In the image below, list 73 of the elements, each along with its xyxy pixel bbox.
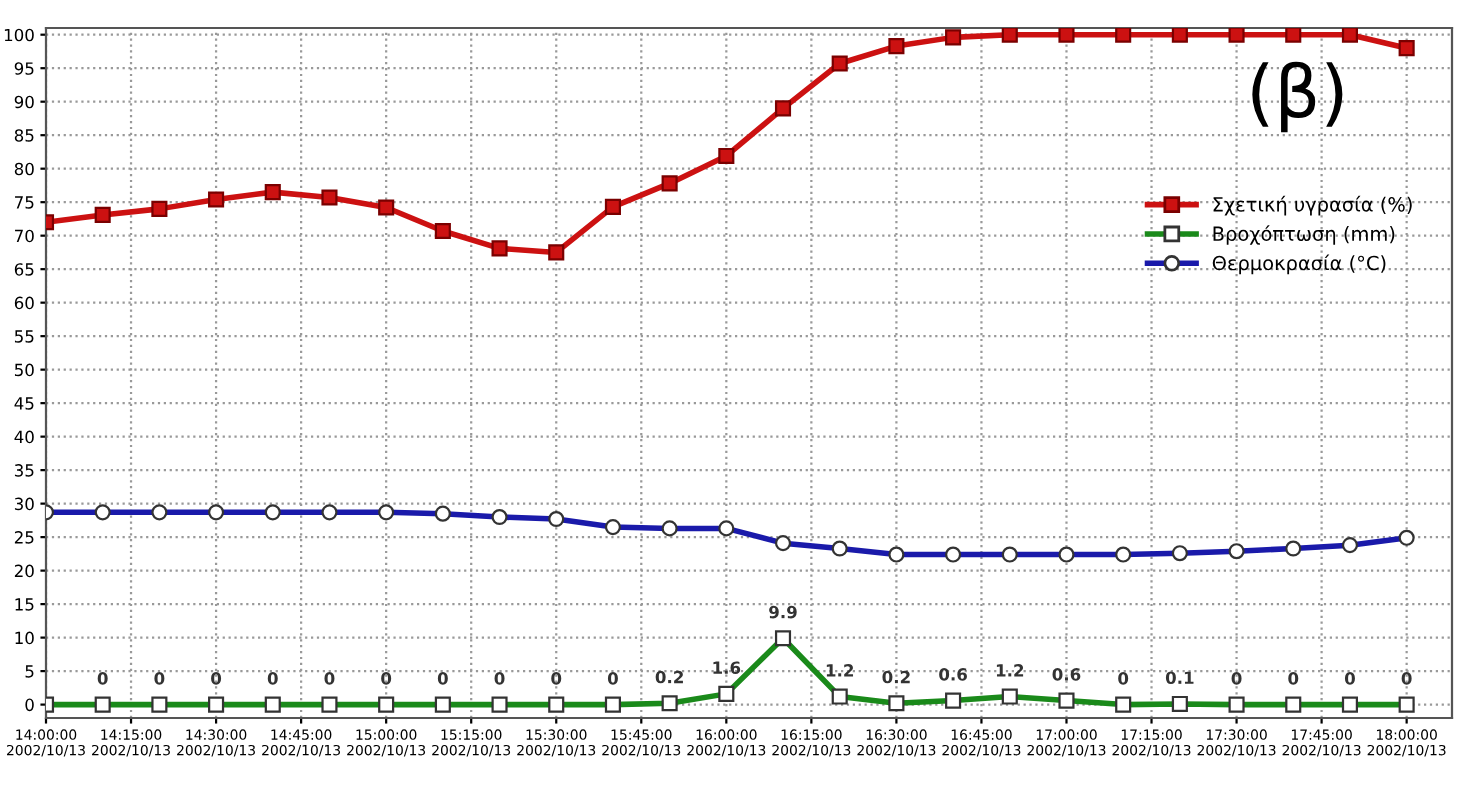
point (888, 38, 905, 55)
point (321, 189, 338, 206)
data-label: 0 (211, 672, 222, 685)
point (1398, 40, 1415, 57)
y-tick-label: 35 (14, 464, 34, 477)
point (718, 147, 735, 165)
point (661, 175, 678, 192)
data-label: 0 (1231, 672, 1242, 685)
data-label: 1.2 (826, 664, 854, 677)
y-tick-label: 10 (15, 631, 34, 645)
data-label: 0 (267, 672, 278, 685)
point (264, 184, 281, 201)
y-tick-label: 50 (14, 363, 34, 377)
y-tick-label: 45 (14, 397, 34, 410)
data-label: 0 (1344, 672, 1355, 685)
y-tick-label: 75 (15, 196, 34, 209)
y-tick-label: 85 (14, 129, 34, 142)
data-label: 9.9 (769, 605, 797, 619)
data-label: 0 (1118, 672, 1129, 685)
y-tick-label: 100 (4, 28, 34, 42)
y-tick-label: 65 (14, 263, 34, 276)
y-tick-label: 55 (14, 330, 34, 343)
point (94, 206, 111, 223)
y-tick-label: 40 (14, 430, 34, 444)
legend-label: Σχετική υγρασία (%) (1213, 195, 1412, 216)
point (1171, 28, 1188, 43)
point (774, 100, 792, 117)
point (831, 55, 848, 72)
point (208, 191, 225, 208)
point (1285, 28, 1302, 43)
point (604, 198, 621, 215)
point (1341, 28, 1359, 43)
annotation: (β) (1252, 61, 1343, 133)
data-label: 0 (381, 672, 392, 685)
point (151, 200, 168, 217)
legend-label: Βροχόπτωση (mm) (1213, 225, 1395, 245)
data-label: 0.2 (882, 670, 910, 684)
y-tick-label: 25 (14, 531, 34, 544)
point (434, 222, 451, 240)
data-label: 0 (607, 672, 618, 685)
point (1058, 28, 1075, 43)
data-label: 0.2 (655, 670, 683, 684)
data-label: 0.6 (1052, 668, 1081, 681)
data-label: 0.6 (939, 668, 967, 681)
y-tick-label: 70 (15, 229, 34, 243)
data-label: 0 (1401, 672, 1412, 685)
y-tick-label: 5 (25, 665, 34, 678)
data-label: 0 (437, 672, 448, 685)
point (945, 29, 962, 46)
y-tick-label: 15 (15, 598, 34, 611)
data-label: 0 (154, 672, 165, 685)
data-label: 0 (1288, 672, 1299, 685)
data-label: 0 (494, 672, 505, 685)
data-label: 1.2 (996, 664, 1024, 677)
data-label: 0 (324, 672, 335, 685)
y-tick-label: 60 (14, 296, 34, 310)
y-tick-label: 80 (14, 162, 34, 176)
data-label: 0 (551, 672, 562, 685)
point (1115, 28, 1132, 43)
data-label: 1.6 (713, 661, 741, 674)
point (378, 199, 395, 216)
legend-label: Θερμοκρασία (°C) (1212, 254, 1386, 275)
point (491, 240, 508, 257)
data-label: 0.1 (1165, 671, 1194, 685)
data-label: 0 (97, 672, 108, 685)
point (1228, 28, 1245, 43)
point (548, 244, 565, 261)
y-tick-label: 0 (25, 698, 34, 712)
y-tick-label: 30 (14, 497, 34, 511)
y-tick-label: 95 (14, 62, 34, 75)
y-tick-label: 20 (14, 564, 34, 578)
point (1001, 28, 1018, 43)
y-tick-label: 90 (14, 95, 34, 109)
